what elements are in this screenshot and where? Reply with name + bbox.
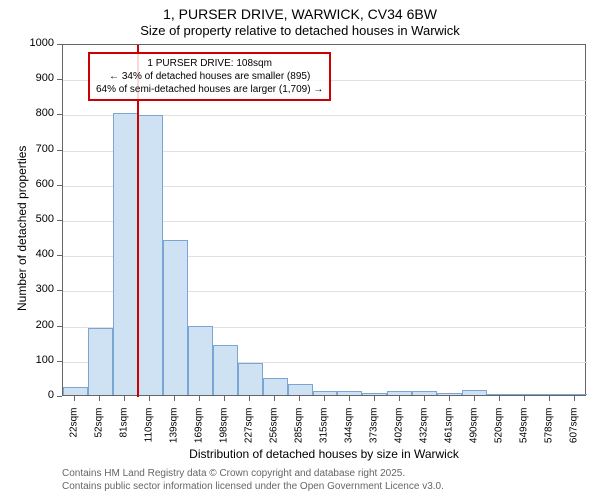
- histogram-bar: [412, 391, 437, 395]
- xtick-label: 52sqm: [94, 408, 105, 458]
- xtick-label: 81sqm: [119, 408, 130, 458]
- xtick-label: 344sqm: [343, 408, 354, 458]
- histogram-bar: [537, 394, 562, 395]
- histogram-bar: [288, 384, 313, 395]
- xtick-label: 432sqm: [418, 408, 429, 458]
- xtick-label: 315sqm: [319, 408, 330, 458]
- xtick-label: 110sqm: [144, 408, 155, 458]
- histogram-bar: [163, 240, 188, 395]
- histogram-bar: [188, 326, 213, 395]
- ytick-mark: [57, 396, 62, 397]
- chart-title: 1, PURSER DRIVE, WARWICK, CV34 6BW: [0, 0, 600, 22]
- xtick-mark: [249, 396, 250, 401]
- ytick-label: 0: [0, 389, 54, 401]
- xtick-label: 520sqm: [493, 408, 504, 458]
- xtick-mark: [74, 396, 75, 401]
- xtick-mark: [324, 396, 325, 401]
- footer-line1: Contains HM Land Registry data © Crown c…: [62, 468, 405, 479]
- ytick-mark: [57, 361, 62, 362]
- histogram-bar: [88, 328, 113, 395]
- histogram-bar: [213, 345, 238, 395]
- xtick-label: 402sqm: [393, 408, 404, 458]
- ytick-mark: [57, 150, 62, 151]
- xtick-mark: [549, 396, 550, 401]
- ytick-label: 300: [0, 283, 54, 295]
- xtick-mark: [149, 396, 150, 401]
- xtick-label: 256sqm: [269, 408, 280, 458]
- ytick-label: 100: [0, 354, 54, 366]
- annotation-line2: ← 34% of detached houses are smaller (89…: [96, 70, 323, 83]
- xtick-label: 578sqm: [543, 408, 554, 458]
- xtick-mark: [449, 396, 450, 401]
- xtick-mark: [524, 396, 525, 401]
- xtick-label: 373sqm: [368, 408, 379, 458]
- histogram-bar: [238, 363, 263, 395]
- ytick-mark: [57, 290, 62, 291]
- ytick-label: 200: [0, 319, 54, 331]
- histogram-bar: [113, 113, 138, 395]
- xtick-mark: [174, 396, 175, 401]
- ytick-label: 900: [0, 72, 54, 84]
- ytick-label: 600: [0, 178, 54, 190]
- xtick-mark: [224, 396, 225, 401]
- histogram-bar: [562, 394, 587, 395]
- ytick-mark: [57, 185, 62, 186]
- xtick-mark: [424, 396, 425, 401]
- histogram-bar: [263, 378, 288, 395]
- xtick-mark: [299, 396, 300, 401]
- annotation-line3: 64% of semi-detached houses are larger (…: [96, 83, 323, 96]
- footer-line2: Contains public sector information licen…: [62, 481, 444, 492]
- annotation-box: 1 PURSER DRIVE: 108sqm ← 34% of detached…: [88, 52, 331, 101]
- xtick-mark: [199, 396, 200, 401]
- xtick-mark: [374, 396, 375, 401]
- histogram-bar: [512, 394, 537, 395]
- xtick-label: 285sqm: [294, 408, 305, 458]
- xtick-mark: [274, 396, 275, 401]
- xtick-mark: [99, 396, 100, 401]
- xtick-label: 139sqm: [169, 408, 180, 458]
- xtick-label: 198sqm: [219, 408, 230, 458]
- histogram-bar: [462, 390, 487, 395]
- xtick-mark: [124, 396, 125, 401]
- chart-subtitle: Size of property relative to detached ho…: [0, 22, 600, 38]
- histogram-bar: [313, 391, 338, 395]
- ytick-label: 500: [0, 213, 54, 225]
- xtick-label: 607sqm: [568, 408, 579, 458]
- ytick-label: 700: [0, 143, 54, 155]
- xtick-mark: [399, 396, 400, 401]
- ytick-label: 1000: [0, 37, 54, 49]
- ytick-mark: [57, 255, 62, 256]
- histogram-bar: [362, 393, 387, 395]
- xtick-mark: [499, 396, 500, 401]
- xtick-label: 22sqm: [69, 408, 80, 458]
- ytick-mark: [57, 220, 62, 221]
- histogram-bar: [63, 387, 88, 395]
- xtick-mark: [349, 396, 350, 401]
- histogram-bar: [387, 391, 412, 395]
- xtick-label: 549sqm: [518, 408, 529, 458]
- annotation-line1: 1 PURSER DRIVE: 108sqm: [96, 57, 323, 70]
- xtick-label: 490sqm: [468, 408, 479, 458]
- xtick-mark: [574, 396, 575, 401]
- xtick-label: 169sqm: [194, 408, 205, 458]
- ytick-mark: [57, 114, 62, 115]
- xtick-label: 461sqm: [443, 408, 454, 458]
- histogram-bar: [437, 393, 462, 395]
- chart-container: { "title": "1, PURSER DRIVE, WARWICK, CV…: [0, 0, 600, 500]
- xtick-label: 227sqm: [244, 408, 255, 458]
- xtick-mark: [474, 396, 475, 401]
- histogram-bar: [337, 391, 362, 395]
- histogram-bar: [138, 115, 163, 395]
- ytick-mark: [57, 79, 62, 80]
- histogram-bar: [487, 394, 512, 395]
- ytick-label: 400: [0, 248, 54, 260]
- ytick-label: 800: [0, 107, 54, 119]
- ytick-mark: [57, 44, 62, 45]
- ytick-mark: [57, 326, 62, 327]
